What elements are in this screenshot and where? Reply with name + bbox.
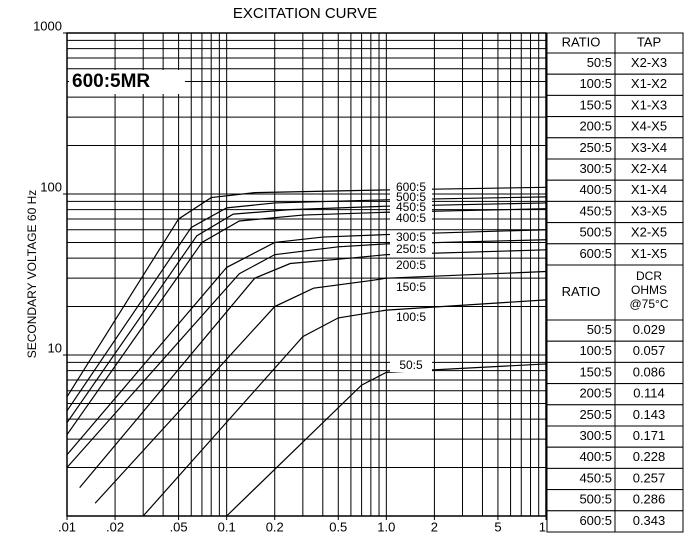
table-cell-text: X1-X5	[631, 246, 667, 261]
curve-label: 100:5	[396, 310, 426, 324]
table-cell-text: 250:5	[579, 407, 612, 422]
table-cell-text: 0.029	[633, 322, 666, 337]
curve-label-bg	[390, 232, 432, 244]
table-cell-text: 0.057	[633, 343, 666, 358]
curve-label: 600:5	[396, 180, 426, 194]
y-tick-label: 10	[48, 340, 62, 355]
curve-label: 250:5	[396, 242, 426, 256]
curve	[226, 363, 547, 517]
table-cell	[546, 264, 616, 321]
table-cell-text: X3-X4	[631, 140, 667, 155]
table-cell-text: X3-X5	[631, 203, 667, 218]
x-tick-label: 5	[494, 519, 501, 534]
curve-label-bg	[390, 182, 432, 194]
table-cell-text: 300:5	[579, 428, 612, 443]
curve-label-bg	[390, 282, 432, 294]
table-cell-text: 0.114	[633, 386, 665, 401]
y-axis-label: SECONDARY VOLTAGE 60 Hz	[25, 190, 39, 359]
curve	[142, 299, 547, 517]
table-cell-text: 0.286	[633, 492, 666, 507]
table-cell-text: 150:5	[579, 364, 612, 379]
table-header: RATIO	[562, 34, 601, 49]
table-header: RATIO	[562, 284, 601, 299]
curve-label: 400:5	[396, 211, 426, 225]
curve-label: 500:5	[396, 190, 426, 204]
chart-title: EXCITATION CURVE	[233, 5, 377, 22]
table-cell-text: 100:5	[579, 76, 612, 91]
table-header: DCR	[636, 269, 662, 283]
table-cell-text: 0.171	[633, 428, 666, 443]
table-cell-text: 250:5	[579, 140, 612, 155]
table-cell-text: 0.257	[633, 470, 666, 485]
table-cell-text: 450:5	[579, 470, 612, 485]
table-cell-text: 500:5	[579, 225, 612, 240]
table-cell-text: 400:5	[579, 182, 612, 197]
table-cell-text: 100:5	[579, 343, 612, 358]
table-cell-text: 600:5	[579, 246, 612, 261]
curve-label-bg	[390, 213, 432, 225]
table-cell-text: 0.086	[633, 364, 666, 379]
table-cell-text: 0.143	[633, 407, 666, 422]
x-tick-label: .02	[106, 519, 124, 534]
y-tick-label: 100	[40, 179, 62, 194]
table-cell-text: X1-X2	[631, 76, 667, 91]
table-cell-text: X2-X5	[631, 225, 667, 240]
table-cell-text: 0.228	[633, 449, 666, 464]
annotation-box	[69, 70, 185, 94]
curve	[94, 270, 547, 504]
curve	[66, 196, 547, 412]
curve-label-bg	[390, 260, 432, 272]
table-cell-text: 450:5	[579, 203, 612, 218]
x-tick-label: 1.0	[377, 519, 395, 534]
curve-label-bg	[390, 202, 432, 214]
curve-label: 300:5	[396, 230, 426, 244]
x-tick-label: 0.2	[266, 519, 284, 534]
annotation: 600:5MR	[72, 71, 150, 92]
table-cell-text: 300:5	[579, 161, 612, 176]
table-cell-text: X1-X4	[631, 182, 667, 197]
x-tick-label: 2	[431, 519, 438, 534]
curve	[66, 202, 547, 423]
table-cell-text: 200:5	[579, 119, 612, 134]
x-tick-label: 0.5	[329, 519, 347, 534]
x-tick-label: .01	[58, 519, 76, 534]
curve-label-bg	[390, 244, 432, 256]
table-cell-text: 500:5	[579, 492, 612, 507]
table-cell-text: X2-X3	[631, 55, 667, 70]
curve	[66, 239, 547, 468]
curve	[66, 229, 547, 456]
table-cell-text: X1-X3	[631, 97, 667, 112]
curve-label: 150:5	[396, 280, 426, 294]
curve-label: 200:5	[396, 258, 426, 272]
x-tick-label: 0.1	[218, 519, 236, 534]
curve	[79, 249, 547, 489]
table-header: TAP	[637, 34, 661, 49]
table-cell-text: 200:5	[579, 386, 612, 401]
table-cell-text: 600:5	[579, 513, 612, 528]
table-header: @75°C	[630, 297, 669, 311]
y-tick-label: 1000	[33, 18, 62, 33]
x-tick-label: .05	[170, 519, 188, 534]
curve-label: 450:5	[396, 200, 426, 214]
table-cell-text: 150:5	[579, 97, 612, 112]
table-header: OHMS	[631, 283, 667, 297]
table-cell	[614, 510, 684, 533]
curve-label-bg	[390, 312, 432, 324]
curve-label-bg	[390, 360, 432, 372]
table-cell-text: 50:5	[587, 322, 612, 337]
table-cell-text: X4-X5	[631, 119, 667, 134]
curve-label-bg	[390, 192, 432, 204]
table-cell-text: 50:5	[587, 55, 612, 70]
table-cell-text: 400:5	[579, 449, 612, 464]
table-cell-text: 0.343	[633, 513, 666, 528]
table-cell-text: X2-X4	[631, 161, 667, 176]
curve-label: 50:5	[399, 358, 423, 372]
